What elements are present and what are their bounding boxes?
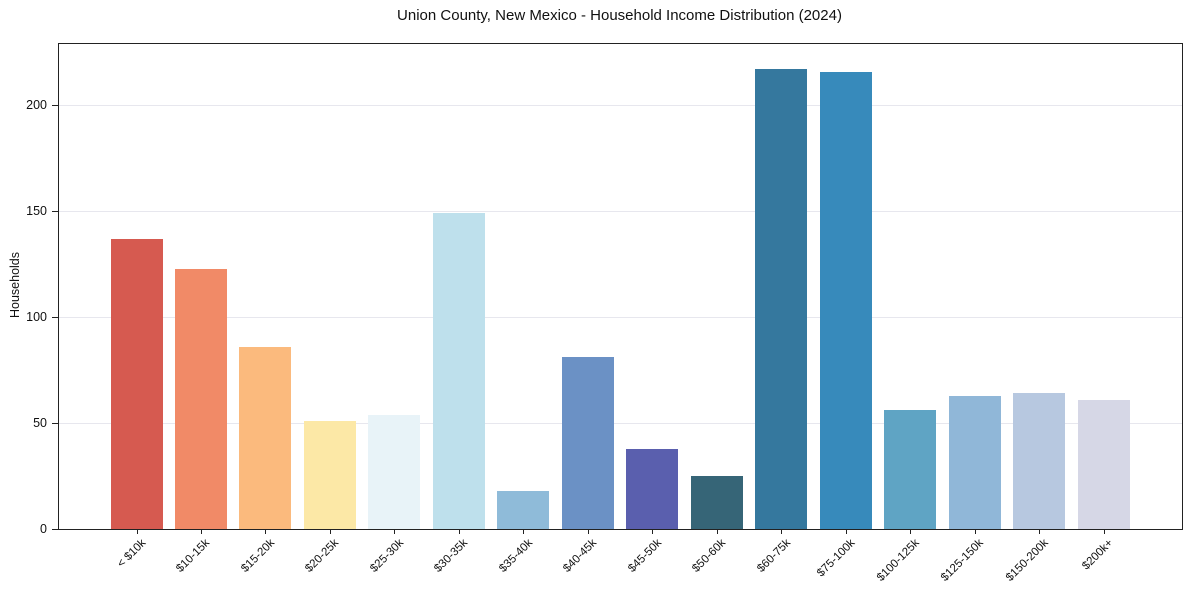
bar-75-100k [819,71,872,529]
bar-50-60k [690,476,743,529]
x-tick-mark [523,529,525,534]
y-tick-label-0: 0 [40,522,47,536]
y-tick-label-150: 150 [26,204,47,219]
x-tick-label: $25-30k [368,537,406,575]
bar-125-150k [948,395,1001,529]
x-tick-label: $30-35k [432,537,471,575]
x-tick-mark [1039,529,1041,534]
x-tick-label: $45-50k [626,537,664,575]
y-tick-label-50: 50 [33,416,47,431]
bar-35-40k [497,490,550,529]
bar-60-75k [755,69,808,529]
gridline-y-50 [59,422,1182,424]
bar-30-35k [432,213,485,529]
gridline-y-100 [59,316,1182,318]
x-tick-mark [200,529,202,534]
y-tick-label-100: 100 [26,310,47,325]
x-tick-mark [1103,529,1105,534]
x-tick-mark [265,529,267,534]
y-tick-mark [52,210,59,212]
bar-45-50k [626,448,679,529]
bar-200k [1077,399,1130,529]
x-tick-label: $75-100k [814,537,858,580]
x-tick-label: $35-40k [497,537,535,575]
y-tick-mark [52,422,59,424]
y-tick-mark [52,104,59,106]
bar-40-45k [561,357,614,529]
x-tick-label: $15-20k [239,537,277,575]
x-tick-label: $20-25k [303,537,342,575]
bar-25-30k [368,414,421,529]
bar-100-125k [884,410,937,529]
x-tick-mark [329,529,331,534]
x-tick-mark [716,529,718,534]
bar-15-20k [239,346,292,529]
x-tick-mark [652,529,654,534]
x-tick-mark [587,529,589,534]
y-tick-mark [52,316,59,318]
bar-150-200k [1013,393,1066,529]
x-tick-label: $10-15k [174,537,213,575]
bar-10-15k [174,268,227,529]
x-tick-label: $100-125k [874,537,922,584]
x-tick-mark [394,529,396,534]
plot-area: 0 50 100 150 200 < $10k $10-15k $15-20k $20-25k $… [26,43,1183,584]
gridline-y-150 [59,210,1182,212]
y-axis-label-wrap: Households [6,43,24,528]
x-tick-mark [974,529,976,534]
x-tick-label: $40-45k [561,537,600,575]
x-tick-label: $60-75k [754,537,793,575]
x-tick-label: < $10k [114,537,148,571]
x-tick-label: $50-60k [690,537,729,575]
chart-title: Union County, New Mexico - Household Inc… [397,7,842,24]
x-tick-label: $125-150k [939,537,987,584]
bar-20-25k [303,421,356,529]
x-tick-mark [910,529,912,534]
y-tick-mark [52,528,59,530]
x-tick-mark [458,529,460,534]
x-tick-mark [845,529,847,534]
bar-10k [110,238,163,529]
x-tick-label: $200k+ [1079,537,1116,573]
x-tick-mark [781,529,783,534]
x-tick-label: $150-200k [1003,537,1051,584]
y-tick-label-200: 200 [26,98,47,113]
x-tick-mark [136,529,138,534]
gridline-y-200 [59,104,1182,106]
